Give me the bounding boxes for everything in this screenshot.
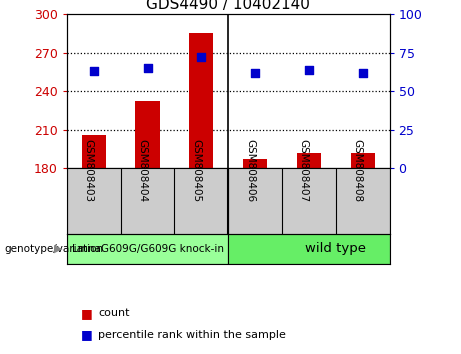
Point bbox=[305, 67, 313, 73]
Bar bbox=[67, 234, 228, 264]
Bar bbox=[297, 153, 321, 168]
Text: ■: ■ bbox=[81, 328, 92, 341]
Bar bbox=[189, 33, 213, 168]
Bar bbox=[136, 102, 160, 168]
Text: count: count bbox=[98, 308, 130, 318]
Bar bbox=[350, 153, 375, 168]
Point bbox=[359, 70, 366, 75]
Bar bbox=[82, 135, 106, 168]
Text: GSM808403: GSM808403 bbox=[84, 138, 94, 202]
Text: ■: ■ bbox=[81, 307, 92, 320]
Point bbox=[144, 65, 151, 71]
Point bbox=[198, 55, 205, 60]
Text: GSM808405: GSM808405 bbox=[191, 138, 201, 202]
Text: genotype/variation: genotype/variation bbox=[5, 244, 104, 254]
Bar bbox=[243, 159, 267, 168]
Point bbox=[251, 70, 259, 75]
Text: LmnaG609G/G609G knock-in: LmnaG609G/G609G knock-in bbox=[71, 244, 224, 254]
Text: GSM808406: GSM808406 bbox=[245, 138, 255, 202]
Text: wild type: wild type bbox=[305, 242, 366, 255]
Text: ▶: ▶ bbox=[54, 244, 62, 254]
Text: GSM808407: GSM808407 bbox=[299, 138, 309, 202]
Text: percentile rank within the sample: percentile rank within the sample bbox=[98, 330, 286, 339]
Point bbox=[90, 68, 97, 74]
Title: GDS4490 / 10402140: GDS4490 / 10402140 bbox=[146, 0, 310, 12]
Text: GSM808408: GSM808408 bbox=[353, 138, 363, 202]
Text: GSM808404: GSM808404 bbox=[137, 138, 148, 202]
Bar bbox=[228, 234, 390, 264]
